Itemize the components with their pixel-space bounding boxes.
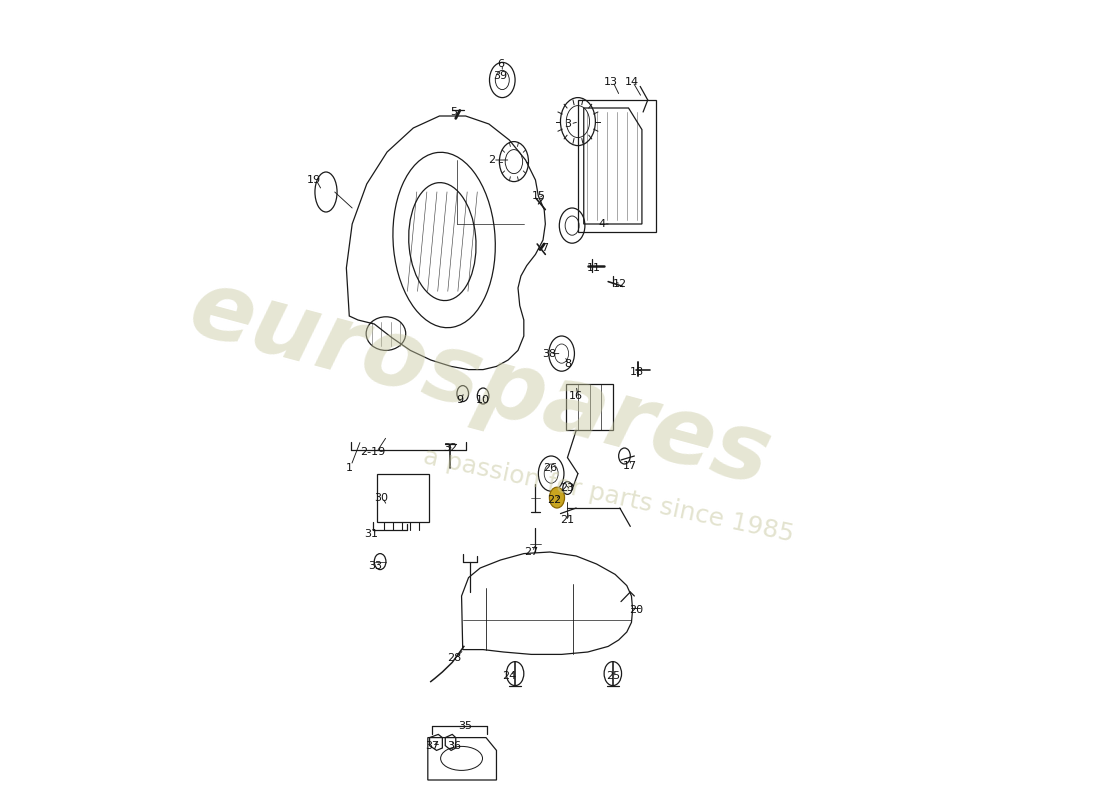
Text: 22: 22 <box>548 495 562 505</box>
Text: 19: 19 <box>307 175 321 185</box>
Text: 26: 26 <box>543 463 557 473</box>
Text: 33: 33 <box>368 562 383 571</box>
Text: 32: 32 <box>443 443 456 453</box>
Text: 13: 13 <box>604 77 618 86</box>
Text: 20: 20 <box>629 605 644 614</box>
Text: 14: 14 <box>625 77 638 86</box>
Text: 35: 35 <box>459 722 473 731</box>
Text: 27: 27 <box>525 547 539 557</box>
Text: 28: 28 <box>447 653 461 662</box>
Text: 9: 9 <box>456 395 463 405</box>
Text: 2-19: 2-19 <box>360 447 385 457</box>
Text: 21: 21 <box>560 515 574 525</box>
Text: 25: 25 <box>606 671 620 681</box>
Text: 12: 12 <box>613 279 627 289</box>
Text: 24: 24 <box>502 671 516 681</box>
Text: 6: 6 <box>497 59 504 69</box>
Text: 30: 30 <box>374 493 388 502</box>
Bar <box>578 100 657 232</box>
Text: eurospares: eurospares <box>179 262 781 506</box>
Text: 36: 36 <box>447 741 461 750</box>
Text: 17: 17 <box>624 461 637 470</box>
Text: 8: 8 <box>564 359 571 369</box>
Text: 3: 3 <box>564 119 571 129</box>
Text: 18: 18 <box>630 367 645 377</box>
Text: 37: 37 <box>426 741 440 750</box>
Bar <box>566 384 613 430</box>
Text: 5: 5 <box>451 107 458 117</box>
Text: 16: 16 <box>569 391 583 401</box>
Text: 11: 11 <box>586 263 601 273</box>
Text: 2: 2 <box>488 155 495 165</box>
Text: 1: 1 <box>345 463 353 473</box>
Text: a passion for parts since 1985: a passion for parts since 1985 <box>420 445 795 547</box>
Text: 7: 7 <box>540 243 548 253</box>
Bar <box>376 474 429 522</box>
Text: 10: 10 <box>476 395 491 405</box>
Text: 4: 4 <box>598 219 606 229</box>
Text: 31: 31 <box>364 530 378 539</box>
Text: 23: 23 <box>560 483 574 493</box>
Text: 39: 39 <box>494 71 507 81</box>
Circle shape <box>549 487 564 508</box>
Text: 38: 38 <box>542 349 556 358</box>
Text: 15: 15 <box>531 191 546 201</box>
